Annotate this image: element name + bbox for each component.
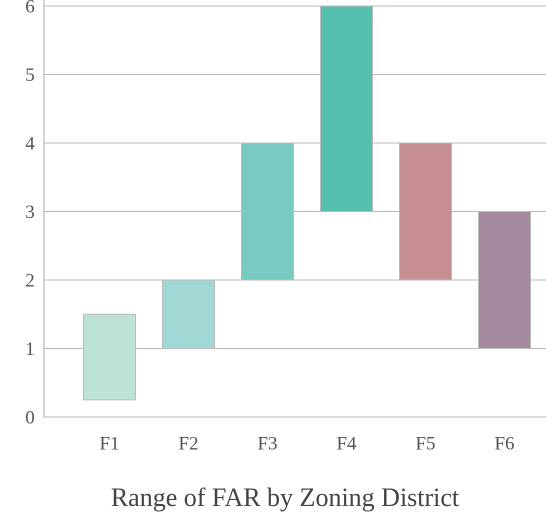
x-tick-label: F4 <box>336 433 357 454</box>
x-tick-label: F2 <box>178 433 198 454</box>
bar <box>320 5 373 212</box>
x-tick-label: F1 <box>99 433 119 454</box>
y-tick-label: 5 <box>25 65 35 86</box>
y-tick-label: 2 <box>25 270 35 291</box>
y-tick-label: 1 <box>25 339 35 360</box>
bar <box>478 211 531 349</box>
x-tick-label: F6 <box>494 433 514 454</box>
y-tick-label: 4 <box>25 133 35 154</box>
x-tick-label: F5 <box>415 433 435 454</box>
bar <box>399 142 452 281</box>
y-tick-label: 0 <box>25 407 35 428</box>
bar <box>83 313 136 401</box>
bar <box>162 279 215 349</box>
bar <box>241 142 294 281</box>
x-tick-label: F3 <box>257 433 277 454</box>
chart-title: Range of FAR by Zoning District <box>111 483 460 512</box>
y-tick-label: 6 <box>25 0 35 17</box>
y-tick-label: 3 <box>25 202 35 223</box>
